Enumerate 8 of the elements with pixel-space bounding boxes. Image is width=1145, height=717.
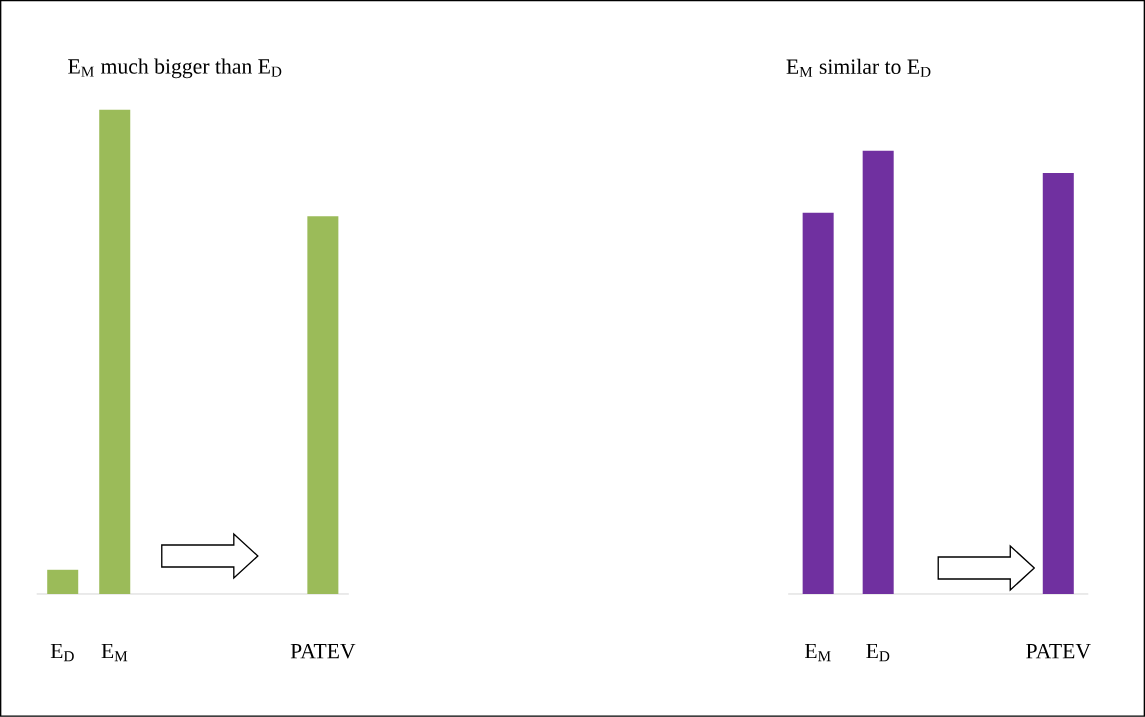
x-tick-label: PATEV — [290, 644, 356, 659]
chart-title: E$_{M}$ similar to E$_{D}$ — [786, 58, 931, 77]
x-tick-label: PATEV — [1026, 644, 1091, 659]
x-tick-label: E$_{D}$ — [50, 644, 74, 662]
x-tick-label: E$_{D}$ — [866, 644, 890, 662]
chart-title: E$_{M}$ much bigger than E$_{D}$ — [68, 58, 282, 79]
x-tick-label: E$_{M}$ — [805, 644, 831, 662]
x-tick-label: E$_{M}$ — [101, 644, 128, 662]
